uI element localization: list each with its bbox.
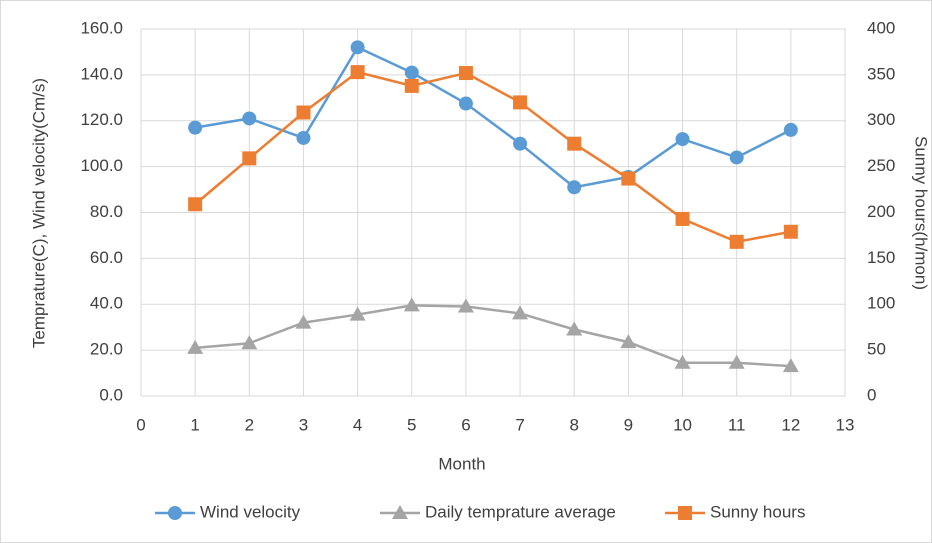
- data-point: [403, 297, 420, 312]
- data-point: [621, 171, 636, 186]
- legend-label: Wind velocity: [200, 502, 301, 521]
- data-point: [188, 120, 203, 135]
- data-point: [296, 130, 311, 145]
- y-tick-label: 20.0: [90, 340, 123, 359]
- series-line: [195, 304, 791, 368]
- y2-tick-label: 400: [867, 18, 895, 37]
- y2-tick-label: 0: [867, 385, 876, 404]
- legend-marker: [678, 506, 692, 520]
- y-tick-label: 140.0: [80, 64, 123, 83]
- x-tick-label: 3: [299, 415, 308, 434]
- data-point: [350, 40, 365, 55]
- data-point: [567, 180, 582, 195]
- legend-label: Daily temprature average: [425, 502, 616, 521]
- data-point: [242, 111, 257, 126]
- data-point: [404, 78, 419, 93]
- y-tick-label: 120.0: [80, 110, 123, 129]
- legend-marker: [392, 505, 408, 519]
- data-point: [296, 105, 311, 120]
- x-tick-label: 0: [136, 415, 145, 434]
- data-point: [620, 334, 637, 349]
- data-point: [457, 298, 474, 313]
- data-point: [783, 224, 798, 239]
- data-point: [458, 66, 473, 81]
- x-tick-label: 2: [245, 415, 254, 434]
- legend-marker: [168, 506, 182, 520]
- data-point: [349, 306, 366, 321]
- y2-tick-label: 300: [867, 110, 895, 129]
- data-point: [728, 354, 745, 369]
- x-axis-title: Month: [438, 454, 485, 473]
- y2-axis-title: Sunny hours(h/mon): [912, 136, 931, 290]
- data-point: [513, 95, 528, 110]
- data-point: [675, 211, 690, 226]
- data-point: [458, 96, 473, 111]
- data-point: [404, 65, 419, 80]
- y2-tick-label: 100: [867, 294, 895, 313]
- data-point: [675, 132, 690, 147]
- x-tick-label: 9: [624, 415, 633, 434]
- y2-tick-label: 350: [867, 64, 895, 83]
- data-point: [729, 234, 744, 249]
- y-tick-label: 60.0: [90, 248, 123, 267]
- y-tick-label: 0.0: [99, 385, 123, 404]
- data-point: [350, 65, 365, 80]
- y-tick-label: 40.0: [90, 294, 123, 313]
- y2-tick-label: 150: [867, 248, 895, 267]
- data-point: [513, 136, 528, 151]
- y-tick-label: 100.0: [80, 156, 123, 175]
- data-point: [783, 122, 798, 137]
- data-point: [242, 151, 257, 166]
- series-line: [194, 45, 792, 189]
- data-point: [729, 150, 744, 165]
- data-point: [241, 335, 258, 350]
- data-point: [566, 321, 583, 336]
- x-tick-label: 12: [781, 415, 800, 434]
- y-tick-label: 160.0: [80, 18, 123, 37]
- data-point: [567, 136, 582, 151]
- y2-tick-label: 50: [867, 340, 886, 359]
- data-point: [188, 197, 203, 212]
- y-axis-title: Temprature(C), Wind velocity(Cm/s): [29, 78, 48, 348]
- data-point: [512, 305, 529, 320]
- x-tick-label: 6: [461, 415, 470, 434]
- y2-tick-label: 250: [867, 156, 895, 175]
- x-tick-label: 7: [515, 415, 524, 434]
- y-tick-label: 80.0: [90, 202, 123, 221]
- x-tick-label: 13: [836, 415, 855, 434]
- x-tick-label: 5: [407, 415, 416, 434]
- data-point: [295, 314, 312, 329]
- x-tick-label: 1: [190, 415, 199, 434]
- data-point: [782, 358, 799, 373]
- data-point: [674, 354, 691, 369]
- data-point: [187, 339, 204, 354]
- series-line: [194, 70, 792, 244]
- x-tick-label: 4: [353, 415, 362, 434]
- x-tick-label: 11: [728, 415, 746, 434]
- x-tick-label: 10: [673, 415, 692, 434]
- legend-label: Sunny hours: [710, 502, 805, 521]
- y2-tick-label: 200: [867, 202, 895, 221]
- x-tick-label: 8: [569, 415, 578, 434]
